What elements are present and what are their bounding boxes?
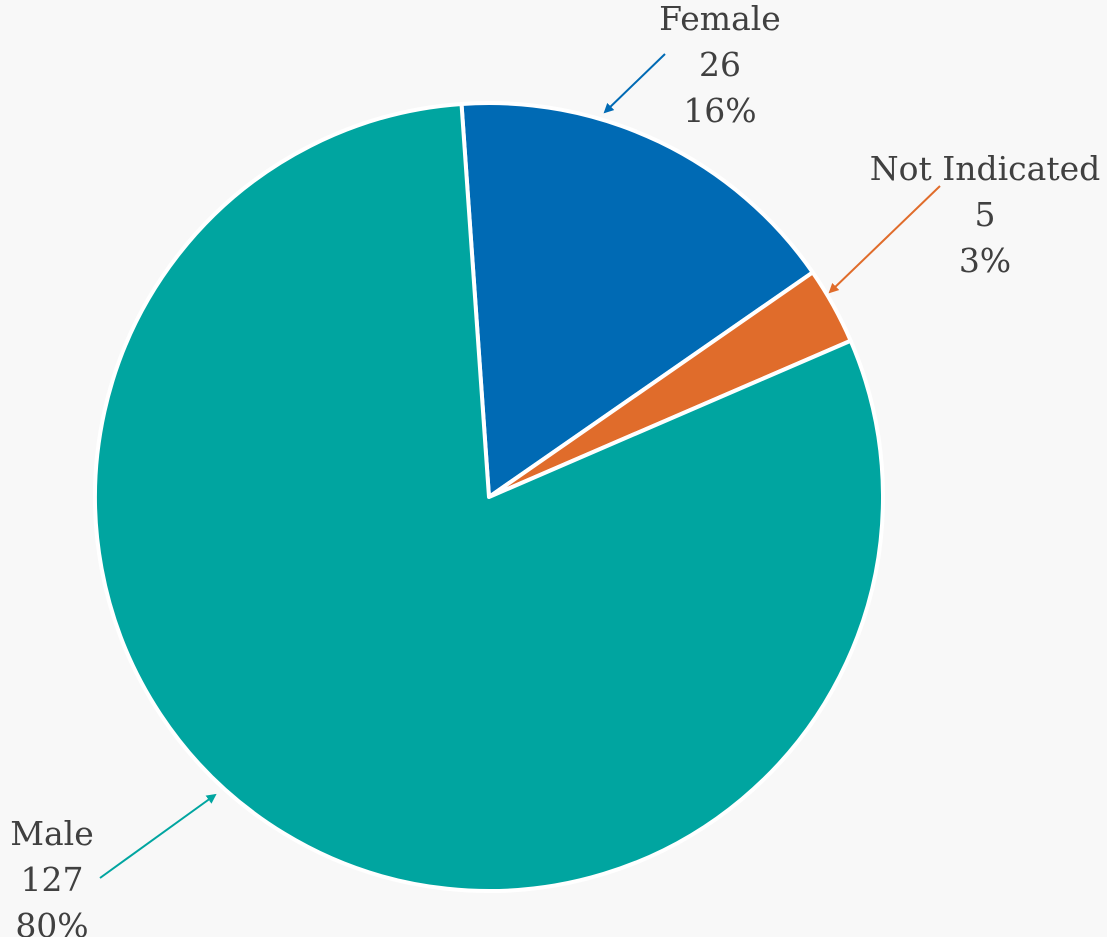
label-value-male: 127 (21, 860, 84, 899)
leader-arrow-female (603, 53, 666, 114)
leader-arrow-male (99, 793, 217, 879)
label-name-female: Female (659, 0, 781, 38)
label-name-male: Male (10, 814, 94, 853)
leader-lines (99, 53, 941, 879)
label-name-not-indicated: Not Indicated (870, 149, 1101, 188)
label-value-female: 26 (699, 45, 741, 84)
data-labels: Female 26 16% Not Indicated 5 3% Male 127 80% (10, 0, 1100, 937)
label-percent-female: 16% (683, 91, 756, 130)
label-value-not-indicated: 5 (975, 195, 996, 234)
label-percent-male: 80% (15, 906, 88, 937)
pie-slices (93, 101, 885, 893)
leader-arrow-not-indicated (828, 185, 941, 294)
label-percent-not-indicated: 3% (959, 241, 1011, 280)
pie-slice-female (459, 101, 815, 499)
pie-slice-male (93, 101, 885, 893)
